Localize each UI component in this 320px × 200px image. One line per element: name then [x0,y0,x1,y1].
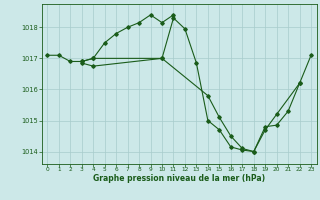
X-axis label: Graphe pression niveau de la mer (hPa): Graphe pression niveau de la mer (hPa) [93,174,265,183]
